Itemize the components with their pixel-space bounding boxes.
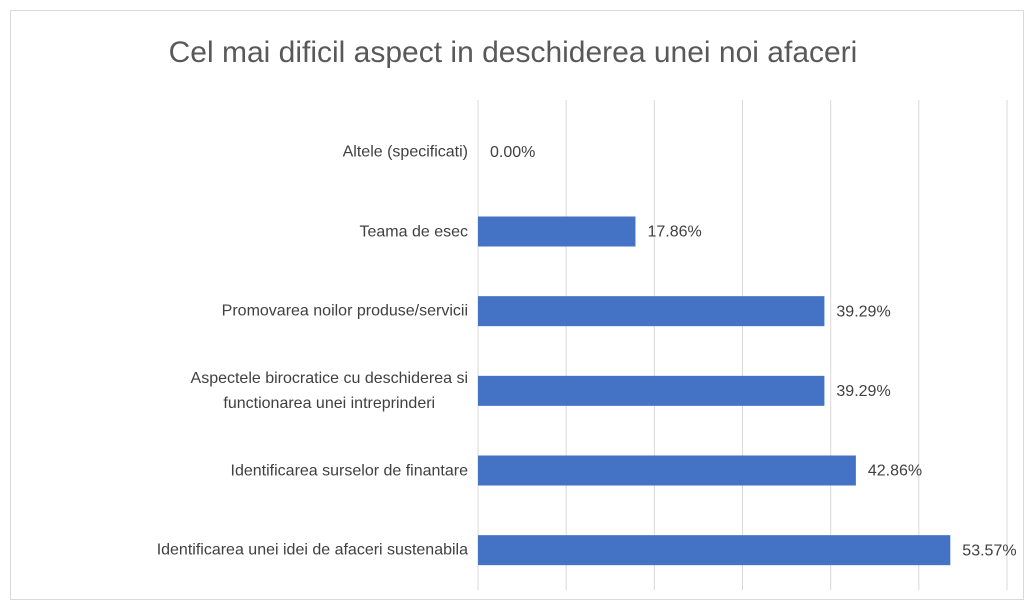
bar bbox=[478, 375, 825, 406]
bar bbox=[478, 296, 825, 327]
y-tick-label: Aspectele birocratice cu deschiderea si … bbox=[190, 369, 468, 412]
y-tick-label: Identificarea surselor de finantare bbox=[230, 462, 468, 479]
y-tick-label: Identificarea unei idei de afaceri suste… bbox=[156, 541, 468, 559]
chart-title: Cel mai dificil aspect in deschiderea un… bbox=[169, 36, 858, 69]
bar bbox=[478, 455, 856, 486]
y-tick-label: Promovarea noilor produse/servicii bbox=[221, 302, 468, 320]
data-label: 39.29% bbox=[836, 383, 890, 400]
data-label: 39.29% bbox=[836, 303, 890, 320]
bar bbox=[478, 535, 951, 566]
data-label: 53.57% bbox=[962, 542, 1016, 559]
data-label: 17.86% bbox=[647, 224, 701, 241]
data-label: 42.86% bbox=[868, 463, 922, 480]
y-tick-label: Teama de esec bbox=[359, 223, 468, 240]
y-tick-label: Altele (specificati) bbox=[342, 143, 468, 161]
data-label: 0.00% bbox=[490, 144, 535, 161]
bar bbox=[478, 216, 636, 247]
